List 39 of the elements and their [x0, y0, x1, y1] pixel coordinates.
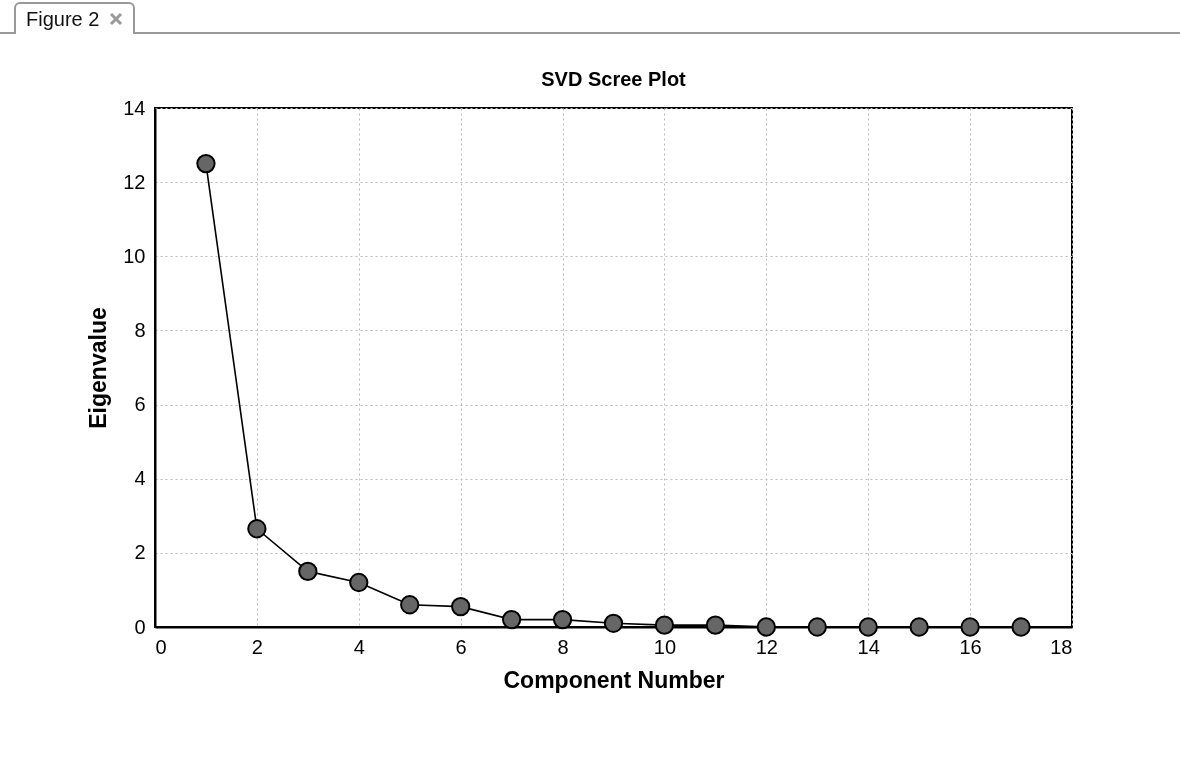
x-tick-label: 0 — [155, 635, 167, 658]
y-tick-label: 8 — [134, 318, 146, 341]
y-tick-label: 12 — [123, 170, 146, 193]
point — [807, 617, 827, 637]
x-tick-label: 6 — [455, 635, 467, 658]
y-tick-label: 4 — [134, 467, 146, 490]
point — [705, 615, 726, 635]
caption: Figure 2 — [26, 7, 100, 32]
chart-title: SVD Scree Plot — [541, 68, 687, 90]
point — [298, 561, 318, 582]
point — [858, 617, 878, 637]
point — [451, 596, 471, 617]
y-tick-label: 10 — [123, 244, 146, 267]
point — [552, 609, 573, 630]
point — [654, 615, 675, 635]
x-tick-label: 2 — [251, 635, 263, 658]
x-tick-label: 10 — [653, 635, 677, 658]
y-tick-label: 6 — [134, 393, 146, 416]
point — [1011, 617, 1031, 637]
x-tick-label: 18 — [1050, 635, 1073, 658]
x-tick-label: 12 — [755, 635, 778, 658]
y-axis-title: Eigenvalue — [85, 307, 112, 429]
point — [247, 519, 267, 539]
x-tick-label: 8 — [557, 635, 569, 658]
y-tick-label: 2 — [134, 541, 146, 564]
x-tick-label: 4 — [353, 635, 365, 658]
point — [400, 595, 420, 615]
point — [756, 617, 776, 637]
point — [349, 572, 369, 593]
y-tick-label: 14 — [123, 96, 146, 119]
point — [603, 613, 624, 633]
x-tick-label: 16 — [959, 635, 982, 658]
x-axis-title: Component Number — [503, 666, 725, 693]
point — [960, 617, 980, 637]
x-tick-label: 14 — [857, 635, 880, 658]
point — [909, 617, 929, 637]
point — [501, 609, 522, 630]
point — [196, 153, 216, 174]
y-tick-label: 0 — [134, 615, 146, 638]
